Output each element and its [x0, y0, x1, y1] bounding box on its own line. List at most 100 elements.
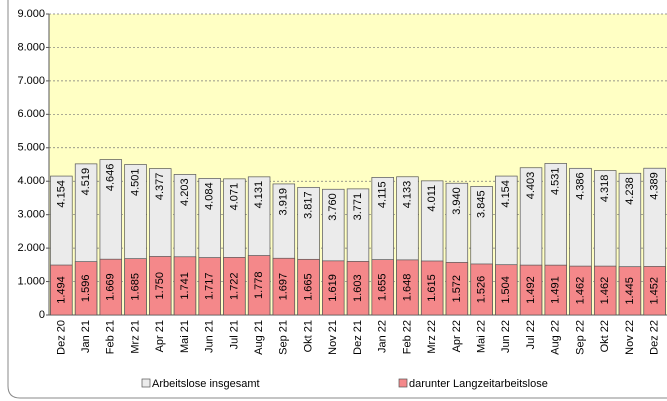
y-tick-label: 7.000	[17, 75, 45, 87]
value-label: 4.131	[253, 181, 265, 209]
x-tick-label: Aug 22	[550, 320, 562, 355]
value-label: 1.741	[179, 272, 191, 300]
value-label: 4.203	[179, 178, 191, 206]
bar	[99, 258, 123, 316]
x-tick-label: Dez 21	[352, 320, 364, 355]
value-label: 1.648	[401, 274, 413, 302]
value-label: 1.665	[302, 273, 314, 301]
value-label: 1.717	[204, 273, 216, 301]
x-tick-label: Nov 21	[327, 320, 339, 355]
bar	[346, 261, 370, 316]
y-tick-label: 3.000	[17, 209, 45, 221]
value-label: 1.603	[352, 274, 364, 302]
value-label: 1.445	[624, 277, 636, 305]
value-label: 1.655	[377, 274, 389, 302]
y-tick-label: 0	[39, 309, 45, 321]
x-tick-label: Mai 22	[476, 320, 488, 353]
value-label: 1.697	[278, 273, 290, 301]
value-label: 1.685	[129, 273, 141, 301]
value-label: 3.771	[352, 193, 364, 221]
x-tick-label: Dez 20	[55, 320, 67, 355]
frame	[7, 0, 667, 399]
value-label: 4.389	[649, 172, 661, 200]
value-label: 4.318	[599, 175, 611, 203]
x-tick-label: Jun 21	[204, 320, 216, 353]
x-tick-label: Aug 21	[253, 320, 265, 355]
value-label: 4.133	[401, 181, 413, 209]
value-label: 4.084	[204, 182, 216, 210]
value-label: 1.619	[327, 274, 339, 302]
legend-label: darunter Langzeitarbeitslose	[409, 378, 548, 390]
value-label: 4.386	[574, 172, 586, 200]
legend-swatch	[398, 378, 408, 388]
bar	[322, 260, 345, 316]
value-label: 4.115	[377, 181, 389, 208]
value-label: 1.462	[574, 277, 586, 305]
bar	[495, 264, 518, 316]
bar	[519, 264, 543, 316]
x-tick-label: Jun 22	[500, 320, 512, 353]
bar	[569, 265, 592, 316]
bar	[247, 255, 271, 316]
x-tick-label: Dez 22	[649, 320, 661, 355]
x-tick-label: Mai 21	[179, 320, 191, 353]
bar	[173, 256, 197, 316]
bar	[198, 257, 221, 316]
value-label: 3.760	[327, 193, 339, 221]
x-tick-label: Jan 21	[80, 320, 92, 353]
x-tick-label: Nov 22	[624, 320, 636, 355]
y-tick-label: 9.000	[17, 8, 45, 20]
value-label: 3.845	[476, 190, 488, 218]
value-label: 4.646	[105, 164, 117, 192]
y-tick-label: 4.000	[17, 175, 45, 187]
value-label: 4.154	[500, 180, 512, 208]
bar	[272, 257, 296, 316]
x-tick-label: Sep 21	[278, 320, 290, 355]
bar	[643, 266, 666, 316]
bar	[396, 259, 419, 316]
value-label: 3.940	[451, 187, 463, 215]
value-label: 4.501	[129, 168, 141, 196]
legend-label: Arbeitslose insgesamt	[152, 378, 260, 390]
value-label: 1.615	[426, 274, 438, 302]
bar	[149, 256, 172, 316]
value-label: 4.154	[55, 180, 67, 208]
value-label: 1.669	[105, 273, 117, 301]
bar	[124, 258, 147, 316]
x-tick-label: Mrz 22	[426, 320, 438, 354]
value-label: 1.778	[253, 272, 265, 300]
x-tick-label: Apr 22	[451, 320, 463, 352]
value-label: 3.919	[278, 188, 290, 216]
value-label: 4.071	[228, 183, 240, 211]
y-tick-label: 2.000	[17, 242, 45, 254]
value-label: 1.452	[649, 277, 661, 305]
x-tick-label: Mrz 21	[129, 320, 141, 354]
value-label: 1.722	[228, 272, 240, 300]
x-tick-label: Apr 21	[154, 320, 166, 352]
value-label: 3.817	[302, 191, 314, 219]
bar	[74, 261, 98, 316]
y-tick-label: 1.000	[17, 275, 45, 287]
value-label: 4.519	[80, 168, 92, 196]
bar	[223, 257, 246, 316]
x-tick-label: Jan 22	[377, 320, 389, 353]
bar	[420, 260, 444, 316]
bar	[544, 264, 567, 316]
bar	[297, 258, 320, 316]
x-tick-label: Jul 22	[525, 320, 537, 349]
value-label: 1.504	[500, 276, 512, 304]
value-label: 1.596	[80, 275, 92, 303]
value-label: 1.492	[525, 276, 537, 304]
value-label: 1.526	[476, 276, 488, 304]
value-label: 4.531	[550, 167, 562, 195]
bar	[470, 263, 493, 316]
value-label: 1.750	[154, 272, 166, 300]
y-tick-label: 5.000	[17, 142, 45, 154]
value-label: 4.377	[154, 173, 166, 201]
y-tick-label: 8.000	[17, 41, 45, 53]
legend-swatch	[141, 378, 151, 388]
bar	[445, 262, 469, 316]
x-tick-label: Feb 21	[105, 320, 117, 354]
value-label: 4.011	[426, 185, 438, 212]
